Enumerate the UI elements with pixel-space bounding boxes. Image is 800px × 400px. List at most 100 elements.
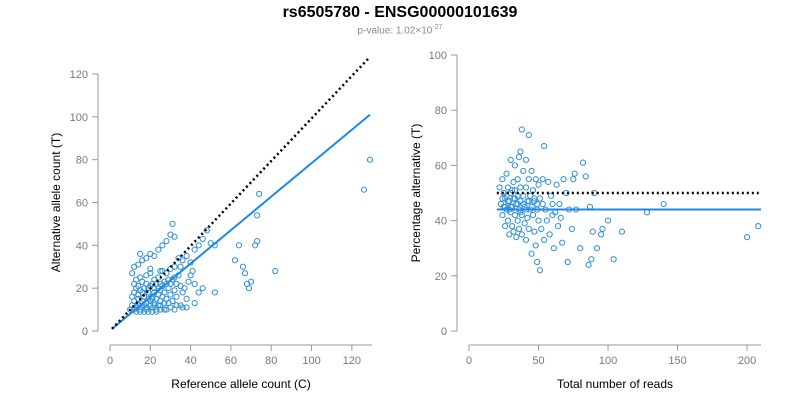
right-x-tick-label: 200 [738,355,756,367]
left-data-point [157,302,164,309]
left-data-point [241,270,249,277]
right-data-point [525,225,532,232]
right-data-point [539,200,546,208]
right-data-point [499,211,506,219]
left-data-point [183,252,190,260]
left-data-point [141,308,148,315]
right-data-point [540,142,548,150]
right-data-point [522,184,530,191]
left-y-tick-label: 20 [76,283,88,295]
left-data-point [254,212,261,219]
left-data-point [161,289,168,296]
right-data-point [618,228,626,235]
right-data-point [534,258,541,266]
right-data-point [589,228,596,235]
right-data-point [554,223,562,230]
right-data-point [577,245,584,252]
right-x-axis-title: Total number of reads [557,377,673,391]
left-data-point [143,255,150,262]
right-data-point [513,234,520,241]
right-data-point [510,228,517,235]
right-data-point [543,217,550,224]
right-data-point [518,126,525,133]
chart-title: rs6505780 - ENSG00000101639 [282,4,518,21]
right-data-point [520,167,527,175]
right-data-point [545,178,552,186]
left-data-point [145,308,152,315]
right-data-point [524,214,531,221]
left-data-point [231,257,239,264]
left-data-point [151,252,158,260]
right-data-point [503,192,510,199]
right-data-point [504,184,512,191]
left-x-axis-title: Reference allele count (C) [171,377,310,391]
right-x-tick-label: 50 [532,355,544,367]
right-data-point [660,200,667,208]
right-data-point [532,176,539,183]
left-data-point [360,186,368,193]
right-data-point [525,198,532,205]
right-data-point [547,192,555,199]
right-data-point [502,223,509,230]
left-x-tick-label: 20 [144,355,156,367]
right-data-point [506,231,513,238]
right-data-point [560,176,567,183]
left-data-point [169,220,176,228]
left-data-point [135,282,142,290]
right-data-point [514,176,521,183]
right-y-tick-label: 60 [435,160,447,172]
left-data-point [157,267,164,275]
right-data-point [504,198,512,205]
left-data-point [366,156,374,163]
right-data-point [522,156,530,163]
right-data-point [515,225,523,232]
right-data-point [538,225,545,232]
right-y-tick-label: 0 [441,326,447,338]
left-data-point [235,242,243,249]
right-data-point [520,200,527,208]
left-data-point [173,293,180,300]
left-data-point [137,250,144,257]
right-y-tick-label: 80 [435,105,447,117]
right-data-point [610,256,617,263]
left-data-point [211,289,218,296]
right-data-point [536,195,544,202]
left-data-point [155,246,162,253]
right-data-point [517,148,524,155]
right-data-point [539,176,546,183]
right-data-point [582,173,589,180]
right-data-point [503,170,510,177]
right-data-point [597,231,605,238]
right-y-axis-title: Percentage alternative (T) [409,124,423,263]
left-data-point [191,280,198,287]
right-x-tick-label: 0 [466,355,472,367]
right-data-point [517,184,524,191]
right-data-point [604,217,612,224]
left-data-point [171,306,178,313]
left-data-point [159,242,166,249]
right-data-point [522,236,530,244]
left-data-point [177,263,184,270]
right-data-point [534,200,541,208]
left-data-point [147,265,154,272]
right-data-point [535,217,542,224]
right-data-point [585,261,592,268]
right-data-point [521,220,528,227]
left-data-point [191,300,198,307]
left-data-point [129,270,136,277]
right-data-point [525,176,532,183]
left-data-point [247,278,255,285]
left-x-tick-label: 60 [225,355,237,367]
right-data-point [504,217,512,224]
left-y-tick-label: 100 [70,112,88,124]
right-data-point [529,211,537,219]
right-data-point [527,192,534,199]
left-data-point [163,306,170,313]
left-data-point [161,306,168,313]
right-data-point [599,225,606,232]
left-data-point [181,285,188,292]
right-data-point [528,167,535,175]
right-data-point [507,156,514,163]
left-data-point [239,263,247,270]
